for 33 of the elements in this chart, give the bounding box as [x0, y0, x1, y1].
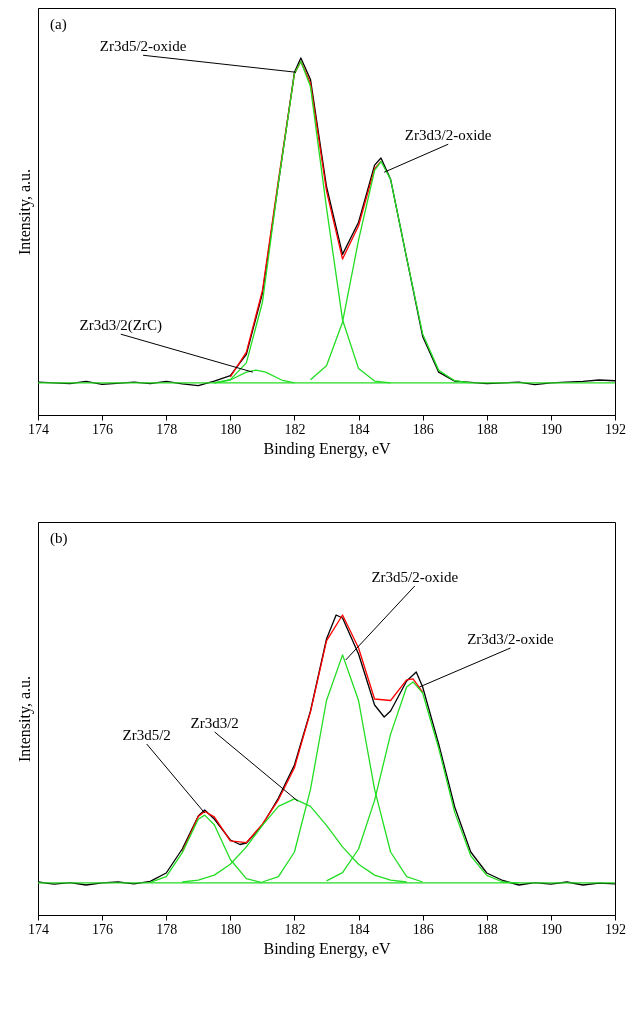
x-tick-label: 178 — [156, 921, 178, 937]
x-tick-label: 190 — [540, 421, 562, 437]
x-tick-label: 182 — [284, 921, 306, 937]
x-tick-label: 176 — [92, 921, 114, 937]
x-tick-label: 192 — [605, 921, 626, 937]
text: (b) — [50, 530, 68, 547]
x-tick-label: 176 — [92, 421, 114, 437]
annotation: Zr3d3/2-oxide — [404, 127, 492, 144]
x-tick-label: 180 — [220, 921, 242, 937]
annotation: Zr3d5/2 — [122, 727, 171, 743]
x-tick-label: 174 — [28, 921, 49, 937]
x-tick-label: 174 — [28, 421, 49, 437]
y-axis-title: Intensity, a.u. — [15, 675, 34, 763]
x-tick-label: 190 — [540, 921, 562, 937]
x-tick-label: 184 — [348, 921, 370, 937]
x-tick-label: 188 — [476, 921, 498, 937]
x-tick-label: 192 — [605, 421, 626, 437]
annotation: Zr3d3/2 — [190, 715, 239, 731]
x-axis-title: Binding Energy, eV — [263, 939, 391, 958]
text: (a) — [50, 16, 67, 33]
x-tick-label: 184 — [348, 421, 370, 437]
x-tick-label: 178 — [156, 421, 178, 437]
x-tick-label: 180 — [220, 421, 242, 437]
annotation: Zr3d3/2(ZrC) — [79, 317, 163, 335]
annotation: Zr3d3/2-oxide — [467, 631, 555, 647]
x-tick-label: 182 — [284, 421, 306, 437]
annotation: Zr3d5/2-oxide — [371, 569, 459, 585]
x-tick-label: 188 — [476, 421, 498, 437]
y-axis-title: Intensity, a.u. — [15, 168, 34, 256]
x-tick-label: 186 — [412, 921, 434, 937]
x-axis-title: Binding Energy, eV — [263, 439, 391, 458]
annotation: Zr3d5/2-oxide — [99, 38, 187, 55]
x-tick-label: 186 — [412, 421, 434, 437]
